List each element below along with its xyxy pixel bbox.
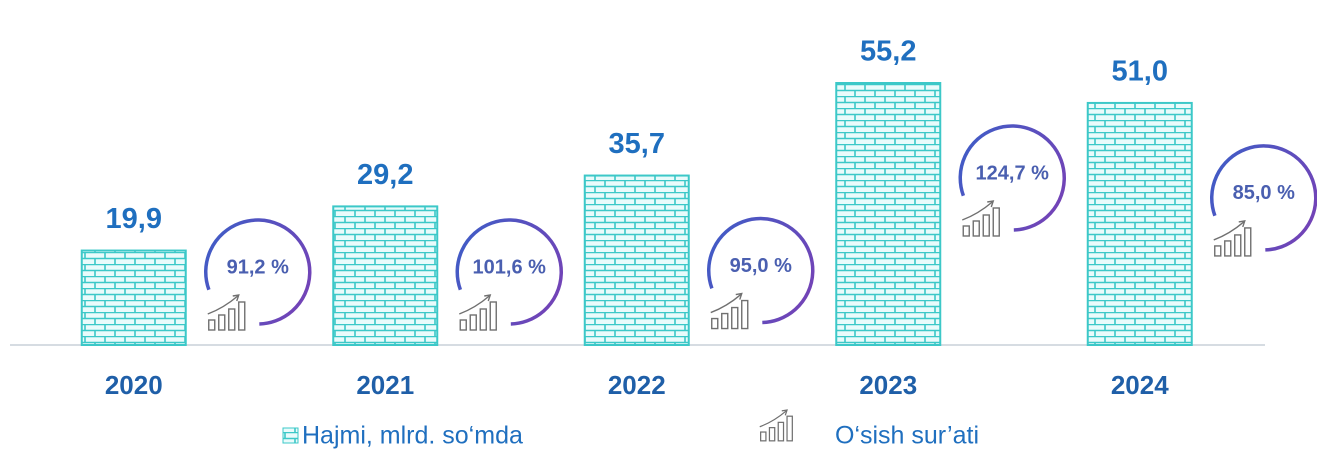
legend-icon <box>759 409 793 442</box>
growth-label: 124,7 % <box>976 162 1050 184</box>
value-label: 55,2 <box>860 36 916 68</box>
growth-ring <box>958 124 1066 232</box>
growth-icon <box>458 294 497 331</box>
value-label: 51,0 <box>1112 56 1168 88</box>
growth-label: 95,0 % <box>730 255 792 277</box>
bar <box>1086 101 1193 346</box>
growth-icon <box>207 294 246 331</box>
growth-icon <box>710 292 749 330</box>
growth-ring <box>455 218 563 326</box>
growth-label: 85,0 % <box>1233 182 1295 204</box>
legend-label: O‘sish sur’ati <box>835 422 979 449</box>
growth-label: 101,6 % <box>473 256 547 278</box>
x-tick-label: 2022 <box>608 370 666 400</box>
growth-label: 91,2 % <box>227 256 289 278</box>
growth-ring <box>204 218 312 326</box>
bar <box>80 249 187 346</box>
x-tick-label: 2021 <box>356 370 414 400</box>
value-label: 19,9 <box>106 203 162 235</box>
growth-icon <box>961 200 1000 237</box>
growth-icon <box>1213 220 1252 257</box>
x-tick-label: 2023 <box>859 370 917 400</box>
bar <box>835 82 942 346</box>
growth-ring <box>1210 144 1317 252</box>
value-label: 29,2 <box>357 159 413 191</box>
growth-ring <box>707 216 815 325</box>
legend-swatch <box>282 427 299 444</box>
x-tick-label: 2020 <box>105 370 163 400</box>
bar <box>332 205 439 346</box>
legend-label: Hajmi, mlrd. so‘mda <box>302 422 523 449</box>
x-tick-label: 2024 <box>1111 370 1169 400</box>
value-label: 35,7 <box>609 128 665 160</box>
bar <box>583 174 690 346</box>
